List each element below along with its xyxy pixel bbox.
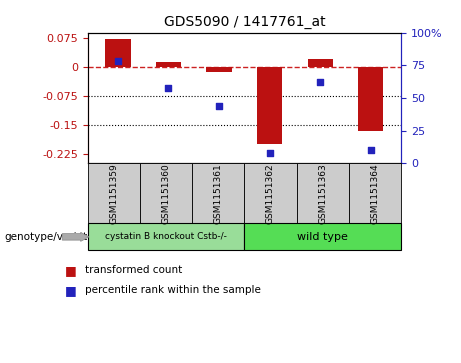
Text: GSM1151364: GSM1151364	[371, 163, 379, 224]
Bar	[358, 67, 384, 131]
Text: wild type: wild type	[297, 232, 348, 242]
Bar	[105, 39, 130, 67]
Text: GSM1151360: GSM1151360	[161, 163, 171, 224]
Title: GDS5090 / 1417761_at: GDS5090 / 1417761_at	[164, 15, 325, 29]
Text: ■: ■	[65, 284, 76, 297]
Text: GSM1151359: GSM1151359	[109, 163, 118, 224]
Bar	[257, 67, 282, 144]
Text: cystatin B knockout Cstb-/-: cystatin B knockout Cstb-/-	[105, 232, 227, 241]
Text: percentile rank within the sample: percentile rank within the sample	[85, 285, 261, 295]
Text: GSM1151361: GSM1151361	[214, 163, 223, 224]
Point	[367, 147, 374, 153]
Point	[114, 58, 122, 64]
Point	[266, 150, 273, 156]
Bar	[207, 67, 232, 72]
Text: GSM1151363: GSM1151363	[318, 163, 327, 224]
Text: transformed count: transformed count	[85, 265, 183, 276]
Point	[215, 103, 223, 109]
Bar	[307, 59, 333, 67]
Point	[317, 79, 324, 85]
Text: ■: ■	[65, 264, 76, 277]
Text: GSM1151362: GSM1151362	[266, 163, 275, 224]
Bar	[156, 62, 181, 67]
Text: genotype/variation: genotype/variation	[5, 232, 104, 242]
Point	[165, 85, 172, 90]
